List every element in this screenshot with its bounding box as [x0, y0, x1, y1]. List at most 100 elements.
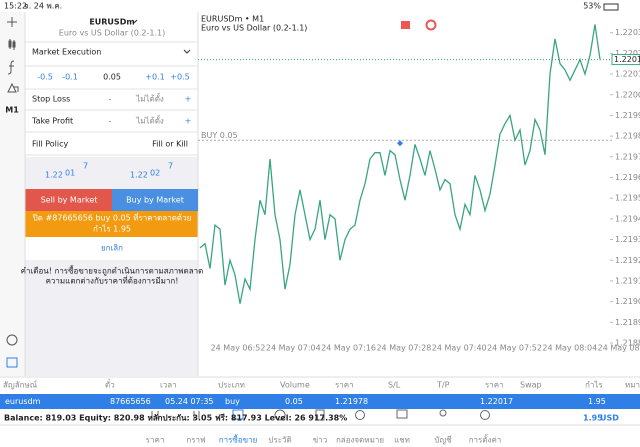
- status-time: 15:22: [4, 2, 27, 11]
- chart-title: EURUSDm • M1: [201, 15, 264, 24]
- balance-profit: 1.95: [583, 414, 603, 423]
- fill-policy-value[interactable]: Fill or Kill: [152, 140, 188, 149]
- price-line: [199, 24, 601, 304]
- symbol-description: Euro vs US Dollar (0.2-1.1): [59, 29, 165, 38]
- volume-step[interactable]: -0.5: [37, 73, 53, 82]
- tab[interactable]: ราคา: [146, 436, 165, 445]
- x-tick-label: 24 May 07:40: [432, 344, 487, 353]
- table-header: T/P: [436, 381, 450, 390]
- volume-step[interactable]: +0.1: [145, 73, 164, 82]
- table-header: ราคา: [335, 381, 354, 390]
- table-header: สัญลักษณ์: [3, 380, 38, 390]
- take_profit-label: Take Profit: [31, 117, 73, 126]
- balance: Balance: 819.03 Equity: 820.98 หลักประกั…: [4, 413, 347, 423]
- cancel-button[interactable]: ยกเลิก: [101, 244, 123, 253]
- minus-button[interactable]: -: [109, 95, 112, 104]
- plus-button[interactable]: +: [185, 95, 192, 104]
- plus-button[interactable]: +: [185, 117, 192, 126]
- buy-button[interactable]: Buy by Market: [126, 196, 184, 205]
- table-header: S/L: [388, 381, 401, 390]
- price-small: 1.22: [45, 171, 63, 180]
- tab[interactable]: ข่าว: [313, 436, 327, 445]
- x-tick-label: 24 May 08:04: [542, 344, 597, 353]
- timeframe[interactable]: M1: [5, 106, 19, 115]
- chart-icon[interactable]: [6, 334, 18, 346]
- tab[interactable]: แชท: [394, 436, 410, 445]
- volume-step[interactable]: +0.5: [170, 73, 189, 82]
- price-sup: 7: [83, 162, 88, 171]
- position-cell[interactable]: 1.21978: [335, 397, 368, 406]
- position-cell[interactable]: 87665656: [110, 397, 151, 406]
- chevron[interactable]: [131, 19, 138, 24]
- crosshair-icon[interactable]: [7, 17, 17, 27]
- volume-step[interactable]: -0.1: [62, 73, 78, 82]
- y-tick-label: 1.22030: [615, 28, 640, 37]
- y-tick-label: 1.21880: [615, 339, 640, 348]
- y-tick-label: 1.22020: [615, 49, 640, 58]
- table-header: เวลา: [160, 381, 177, 390]
- price-big: 01: [65, 169, 75, 178]
- x-tick-label: 24 May 07:04: [266, 344, 321, 353]
- price-area: [25, 157, 198, 189]
- y-tick-label: 1.21940: [615, 214, 640, 223]
- position-cell[interactable]: eurusdm: [5, 397, 41, 406]
- buy-line-label: BUY 0.05: [201, 131, 238, 140]
- chevron[interactable]: [183, 49, 191, 54]
- y-tick-label: 1.22010: [615, 70, 640, 79]
- chart-icon-a[interactable]: [401, 21, 410, 29]
- y-tick-label: 1.21890: [615, 318, 640, 327]
- execution-type[interactable]: Market Execution: [32, 48, 101, 57]
- warning: คำเตือน! การซื้อขายจะถูกดำเนินการตามสภาพ…: [21, 265, 204, 277]
- table-header: กำไร: [585, 381, 603, 390]
- tab[interactable]: การตั้งค่า: [469, 434, 502, 445]
- chart-icon-b[interactable]: [425, 19, 437, 31]
- close-notice: กำไร 1.95: [93, 225, 131, 234]
- price-small: 1.22: [130, 171, 148, 180]
- tab[interactable]: กราฟ: [186, 436, 206, 445]
- position-cell[interactable]: 05.24 07:35: [165, 397, 214, 406]
- y-tick-label: 1.21960: [615, 173, 640, 182]
- buy-button-bg[interactable]: [112, 189, 198, 211]
- position-row-bg[interactable]: [0, 394, 640, 409]
- position-cell[interactable]: 1.22017: [480, 397, 513, 406]
- position-cell[interactable]: 1.95: [588, 397, 606, 406]
- table-header: Volume: [280, 381, 310, 390]
- y-tick-label: 1.21970: [615, 152, 640, 161]
- tab[interactable]: การซื้อขาย: [219, 434, 258, 445]
- tab[interactable]: ประวัติ: [268, 436, 291, 445]
- volume[interactable]: 0.05: [103, 73, 121, 82]
- y-tick-label: 1.21930: [615, 235, 640, 244]
- sell-button[interactable]: Sell by Market: [41, 196, 98, 205]
- current-price-label: 1.22017: [614, 55, 640, 64]
- x-tick-label: 24 May 07:16: [321, 344, 376, 353]
- tab[interactable]: บัญชี: [434, 436, 452, 445]
- y-tick-label: 1.21990: [615, 111, 640, 120]
- chart-subtitle: Euro vs US Dollar (0.2-1.1): [201, 24, 307, 33]
- candles-icon[interactable]: [8, 39, 16, 50]
- tab[interactable]: กล่องจดหมาย: [336, 436, 384, 445]
- table-header: หมายเหตุ: [625, 381, 640, 390]
- tab-icons[interactable]: [151, 409, 490, 421]
- close-notice: ปิด #87665656 buy 0.05 ที่ราคาตลาดด้วย: [32, 212, 191, 223]
- position-cell[interactable]: 0.05: [285, 397, 303, 406]
- close-notice-bg: [25, 211, 198, 237]
- position-cell[interactable]: buy: [225, 397, 240, 406]
- symbol[interactable]: EURUSDm: [89, 18, 134, 27]
- status-battery: 53%: [583, 2, 601, 11]
- objects-icon[interactable]: [7, 82, 19, 93]
- y-tick-label: 1.22000: [615, 90, 640, 99]
- sell-button-bg[interactable]: [25, 189, 113, 211]
- left-toolbar: [0, 12, 25, 376]
- x-tick-label: 24 May 08:16: [598, 344, 640, 353]
- toolbar-icons[interactable]: [6, 17, 19, 368]
- y-tick-label: 1.21900: [615, 297, 640, 306]
- trade-icon[interactable]: [6, 357, 18, 368]
- price-big: 02: [150, 169, 160, 178]
- table-header: Swap: [520, 381, 542, 390]
- y-tick-label: 1.21950: [615, 194, 640, 203]
- minus-button[interactable]: -: [109, 117, 112, 126]
- x-tick-label: 24 May 06:52: [211, 344, 266, 353]
- x-tick-label: 24 May 07:52: [487, 344, 542, 353]
- indicator-icon[interactable]: [7, 60, 15, 75]
